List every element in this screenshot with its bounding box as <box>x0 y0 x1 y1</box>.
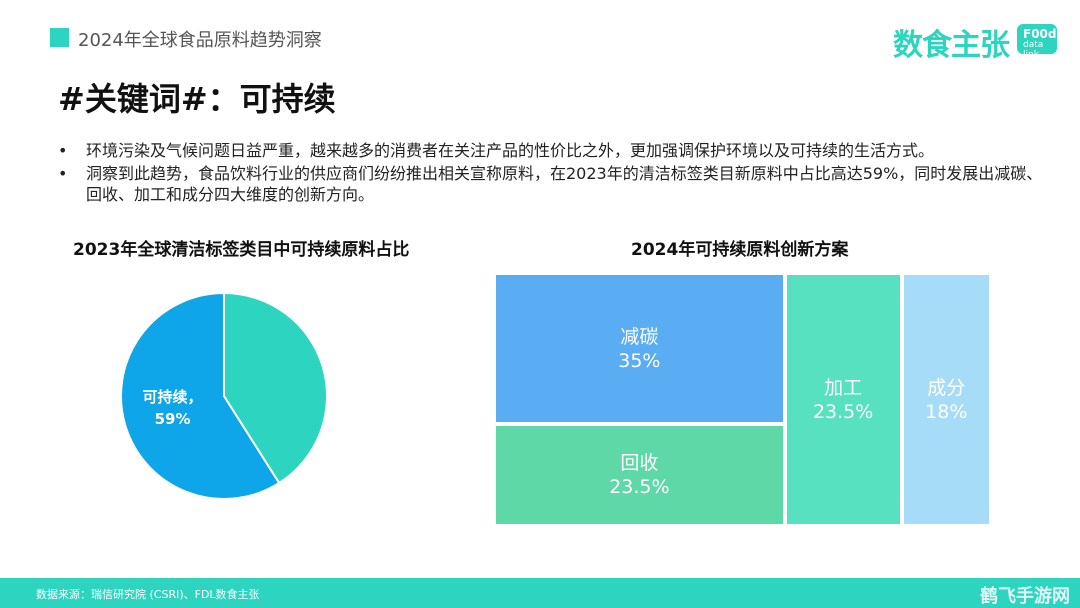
treemap-cell: 加工 23.5% <box>784 273 902 526</box>
header-title: 2024年全球食品原料趋势洞察 <box>78 30 322 51</box>
treemap-cell-label: 回收 <box>620 452 659 475</box>
treemap-cell-value: 18% <box>925 400 968 423</box>
footer-bar: 数据来源：瑞信研究院 (CSRI)、FDL数食主张 鹤飞手游网 <box>0 578 1080 608</box>
treemap-cell-label: 成分 <box>927 376 966 399</box>
pie-chart: 可持续， 59% <box>120 291 328 500</box>
treemap-cell-label: 加工 <box>824 376 863 399</box>
header-accent-square <box>50 28 69 47</box>
treemap-cell: 减碳 35% <box>494 273 785 425</box>
pie-slice-value: 59% <box>155 410 191 428</box>
watermark: 鹤飞手游网 <box>980 586 1070 607</box>
bullet-text: 环境污染及气候问题日益严重，越来越多的消费者在关注产品的性价比之外，更加强调保护… <box>86 141 935 160</box>
bullet-text: 洞察到此趋势，食品饮料行业的供应商们纷纷推出相关宣称原料，在2023年的清洁标签… <box>86 164 1043 204</box>
treemap-cell-value: 23.5% <box>812 400 874 423</box>
bullet-marker: • <box>58 141 68 160</box>
pie-slice <box>120 291 281 500</box>
logo-badge-line1: F00d <box>1023 27 1057 41</box>
pie-slice <box>223 291 328 485</box>
logo-badge: F00d data link <box>1017 24 1057 60</box>
brand-logo: 数食主张 F00d data link <box>893 20 1063 63</box>
bullet-list: • 环境污染及气候问题日益严重，越来越多的消费者在关注产品的性价比之外，更加强调… <box>58 140 1058 207</box>
page-heading: #关键词#：可持续 <box>58 80 336 118</box>
pie-chart-title: 2023年全球清洁标签类目中可持续原料占比 <box>73 240 410 260</box>
data-source-note: 数据来源：瑞信研究院 (CSRI)、FDL数食主张 <box>36 588 260 601</box>
treemap-cell-value: 23.5% <box>609 476 670 499</box>
pie-slice-label: 可持续， <box>143 388 203 406</box>
treemap-cell: 成分 18% <box>901 273 991 526</box>
treemap-chart-title: 2024年可持续原料创新方案 <box>631 240 849 260</box>
bullet-item: • 洞察到此趋势，食品饮料行业的供应商们纷纷推出相关宣称原料，在2023年的清洁… <box>58 163 1058 205</box>
treemap-cell-label: 减碳 <box>620 325 659 348</box>
bullet-marker: • <box>58 164 68 183</box>
logo-text: 数食主张 <box>893 28 1010 63</box>
treemap-cell-value: 35% <box>618 349 661 372</box>
logo-badge-line2: data link <box>1023 40 1044 60</box>
treemap-cell: 回收 23.5% <box>494 424 785 526</box>
bullet-item: • 环境污染及气候问题日益严重，越来越多的消费者在关注产品的性价比之外，更加强调… <box>58 140 1058 161</box>
